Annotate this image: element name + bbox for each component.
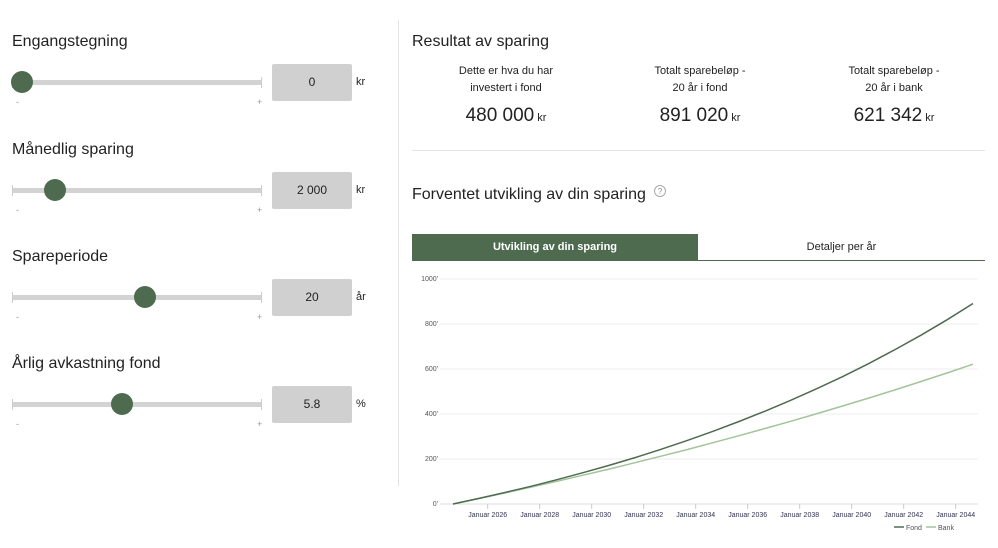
slider-track[interactable]	[11, 71, 262, 93]
series-line-bank	[452, 363, 974, 505]
x-tick-label: Januar 2044	[936, 512, 975, 519]
min-label: -	[16, 205, 19, 215]
field-label: Årlig avkastning fond	[12, 355, 161, 372]
panel-divider	[398, 20, 399, 486]
y-tick-label: 800'	[425, 321, 438, 328]
result-label: investert i fond	[470, 82, 542, 94]
result-column: Totalt sparebeløp - 20 år i fond 891 020…	[605, 63, 795, 127]
slider-track[interactable]	[12, 286, 262, 308]
x-tick-label: Januar 2034	[676, 512, 715, 519]
y-tick-label: 200'	[425, 456, 438, 463]
result-label: Totalt sparebeløp -	[654, 65, 746, 77]
y-tick-label: 400'	[425, 411, 438, 418]
unit-label: %	[356, 398, 366, 410]
result-column: Dette er hva du har investert i fond 480…	[411, 63, 601, 127]
unit-label: kr	[356, 76, 366, 88]
max-label: +	[257, 419, 263, 429]
x-tick-label: Januar 2026	[468, 512, 507, 519]
slider-thumb[interactable]	[11, 71, 33, 93]
slider-thumb[interactable]	[133, 286, 156, 308]
result-title: Resultat av sparing	[412, 33, 549, 50]
result-unit: kr	[925, 112, 935, 124]
result-label: 20 år i fond	[672, 82, 728, 94]
max-label: +	[257, 312, 263, 322]
field-label: Månedlig sparing	[12, 141, 134, 158]
result-divider	[412, 150, 985, 151]
result-value: 891 020	[659, 105, 729, 126]
min-label: -	[16, 419, 19, 429]
value-input[interactable]: 2 000	[272, 172, 352, 209]
development-title: Forventet utvikling av din sparing	[412, 186, 646, 203]
slider-track[interactable]	[12, 393, 262, 415]
legend-label: Fond	[906, 525, 922, 532]
tab-underline	[412, 260, 985, 261]
value-input[interactable]: 0	[272, 64, 352, 101]
y-tick-label: 1000'	[421, 276, 438, 283]
slider-track[interactable]	[12, 179, 262, 201]
result-label: 20 år i bank	[865, 82, 923, 94]
value-input[interactable]: 5.8	[272, 386, 352, 423]
value-input[interactable]: 20	[272, 279, 352, 316]
min-label: -	[16, 312, 19, 322]
result-value: 480 000	[465, 105, 535, 126]
unit-label: kr	[356, 184, 366, 196]
x-tick-label: Januar 2038	[780, 512, 819, 519]
legend-label: Bank	[938, 525, 954, 532]
tab-detaljer[interactable]: Detaljer per år	[806, 241, 877, 253]
slider-thumb[interactable]	[111, 393, 133, 415]
y-tick-label: 600'	[425, 366, 438, 373]
slider-thumb[interactable]	[43, 179, 66, 201]
unit-label: år	[356, 291, 366, 303]
field-label: Spareperiode	[12, 248, 109, 265]
tab-utvikling[interactable]: Utvikling av din sparing	[412, 234, 698, 261]
x-tick-label: Januar 2030	[572, 512, 611, 519]
x-tick-label: Januar 2028	[520, 512, 559, 519]
series-line-fond	[452, 302, 974, 505]
max-label: +	[257, 97, 263, 107]
field-label: Engangstegning	[12, 33, 128, 50]
x-tick-label: Januar 2042	[884, 512, 923, 519]
result-label: Dette er hva du har	[458, 65, 554, 77]
y-tick-label: 0'	[433, 501, 438, 508]
x-tick-label: Januar 2036	[728, 512, 767, 519]
result-column: Totalt sparebeløp - 20 år i bank 621 342…	[799, 63, 989, 127]
min-label: -	[16, 97, 19, 107]
x-tick-label: Januar 2040	[832, 512, 871, 519]
max-label: +	[257, 205, 263, 215]
x-tick-label: Januar 2032	[624, 512, 663, 519]
result-label: Totalt sparebeløp -	[848, 65, 940, 77]
result-unit: kr	[731, 112, 741, 124]
result-value: 621 342	[853, 105, 923, 126]
question-circle-icon[interactable]: ?	[654, 185, 666, 197]
result-unit: kr	[537, 112, 547, 124]
